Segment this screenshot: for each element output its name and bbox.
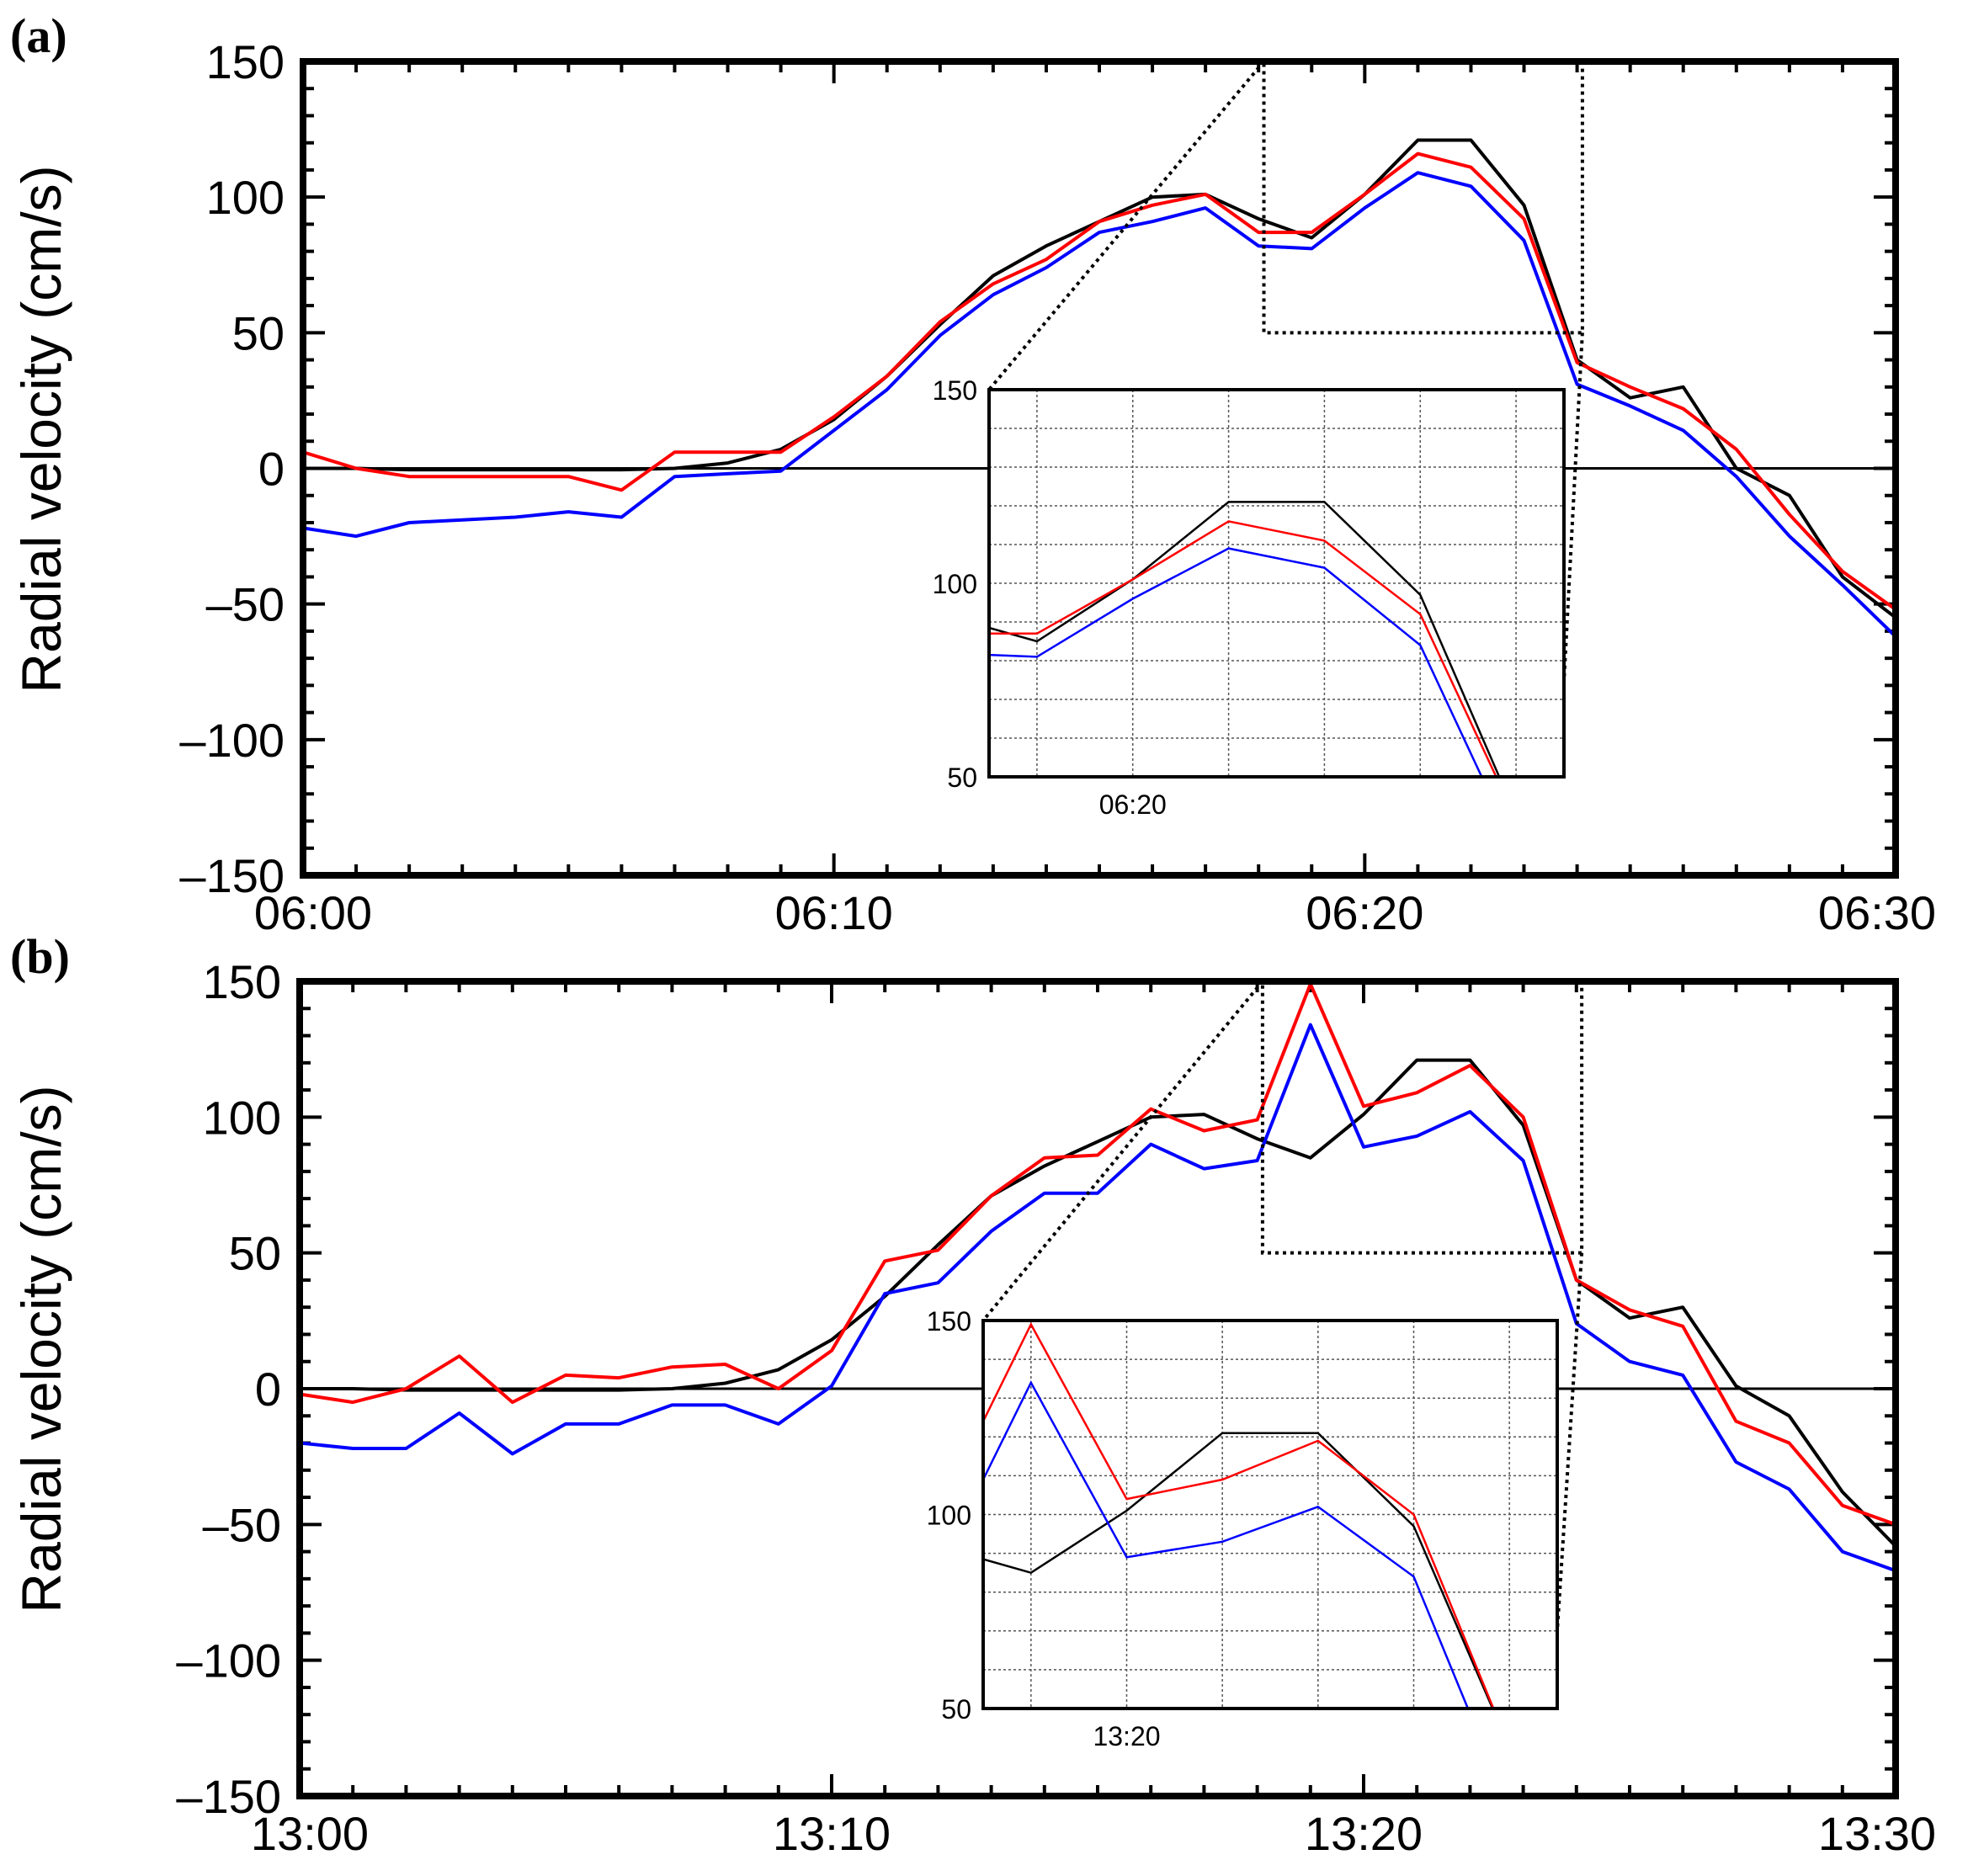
panel-b-inset: 150 100 50 13:20: [927, 1306, 1559, 1751]
panel-b-inset-line-blue: [983, 1380, 1470, 1709]
panel-a-line-blue: [302, 171, 1897, 638]
panel-b: (b) Radial velocity (cm/s) 150 100 50 13…: [10, 929, 1936, 1860]
panel-b-inset-grid: [983, 1321, 1557, 1709]
panel-a-frame: [300, 58, 1899, 879]
panel-b-label: (b): [10, 929, 70, 984]
panel-a-label: (a): [10, 8, 67, 63]
panel-a-ytick-50: 50: [232, 306, 285, 359]
panel-b-xtick-1310: 13:10: [773, 1807, 891, 1860]
panel-a-zoom-connector-right: [1557, 332, 1584, 778]
panel-a-xtick-0620: 06:20: [1306, 886, 1423, 939]
panel-a-inset-ytick-100: 100: [933, 569, 977, 599]
panel-a-ytick-minus-150: –150: [179, 849, 285, 902]
panel-a-ytick-100: 100: [206, 171, 285, 224]
panel-a-inset-background: [989, 390, 1564, 777]
panel-a-xtick-0610: 06:10: [775, 886, 893, 939]
panel-b-zoom-box: [1260, 980, 1584, 1255]
panel-b-inset-xtick: 13:20: [1093, 1721, 1160, 1751]
panel-a-zoom-connector-left: [987, 60, 1266, 391]
panel-b-inset-ytick-150: 150: [927, 1306, 971, 1337]
panel-b-line-black: [300, 1058, 1897, 1548]
panel-a-inset-line-black: [989, 501, 1501, 777]
panel-a-inset-frame: [987, 388, 1566, 779]
panel-a-inset-xtick: 06:20: [1099, 789, 1167, 820]
panel-a-inset-line-blue: [989, 547, 1483, 777]
panel-b-inset-line-red: [983, 1321, 1495, 1709]
panel-b-xtick-1320: 13:20: [1305, 1807, 1423, 1860]
panel-b-inset-frame: [981, 1319, 1559, 1710]
panel-b-ytick-0: 0: [255, 1363, 281, 1416]
panel-b-series: [299, 982, 1897, 1573]
panel-a-series: [302, 138, 1897, 638]
panel-b-inset-ytick-100: 100: [927, 1501, 971, 1531]
panel-b-ytick-150: 150: [203, 955, 281, 1008]
panel-a: (a) Radial velocity (cm/s) 150 100 50 06…: [10, 8, 1936, 939]
panel-b-zoom-connector-left: [981, 980, 1264, 1322]
panel-b-xtick-1300: 13:00: [251, 1807, 369, 1860]
panel-a-inset-ytick-150: 150: [933, 375, 977, 406]
panel-b-ytick-minus-100: –100: [176, 1634, 281, 1687]
panel-b-line-blue: [299, 1023, 1896, 1573]
panel-a-ylabel: Radial velocity (cm/s): [10, 165, 72, 693]
panel-a-inset-grid: [989, 390, 1564, 777]
panel-a-inset-ytick-50: 50: [947, 763, 977, 793]
panel-b-ytick-50: 50: [229, 1227, 281, 1280]
panel-b-ytick-minus-50: –50: [203, 1498, 281, 1551]
panel-b-frame: [296, 978, 1899, 1799]
panel-a-ytick-minus-100: –100: [179, 714, 285, 767]
panel-a-inset: 150 100 50 06:20: [933, 375, 1566, 820]
panel-a-line-red: [302, 151, 1897, 611]
panel-b-line-red: [299, 982, 1896, 1527]
panel-b-inset-line-black: [983, 1432, 1494, 1709]
panel-b-ytick-minus-150: –150: [176, 1770, 281, 1823]
panel-a-xtick-0630: 06:30: [1818, 886, 1936, 939]
panel-a-ytick-150: 150: [206, 35, 285, 88]
panel-a-ytick-minus-50: –50: [206, 578, 285, 631]
panel-b-ylabel: Radial velocity (cm/s): [10, 1085, 72, 1613]
panel-a-zoom-box: [1262, 60, 1584, 335]
panel-a-inset-line-red: [989, 520, 1497, 777]
panel-b-inset-ytick-50: 50: [941, 1694, 971, 1725]
panel-a-ytick-0: 0: [258, 443, 285, 496]
panel-b-xtick-1330: 13:30: [1818, 1807, 1936, 1860]
panel-a-xtick-0600: 06:00: [254, 886, 372, 939]
panel-b-ytick-100: 100: [203, 1091, 281, 1144]
panel-b-inset-background: [983, 1321, 1557, 1709]
